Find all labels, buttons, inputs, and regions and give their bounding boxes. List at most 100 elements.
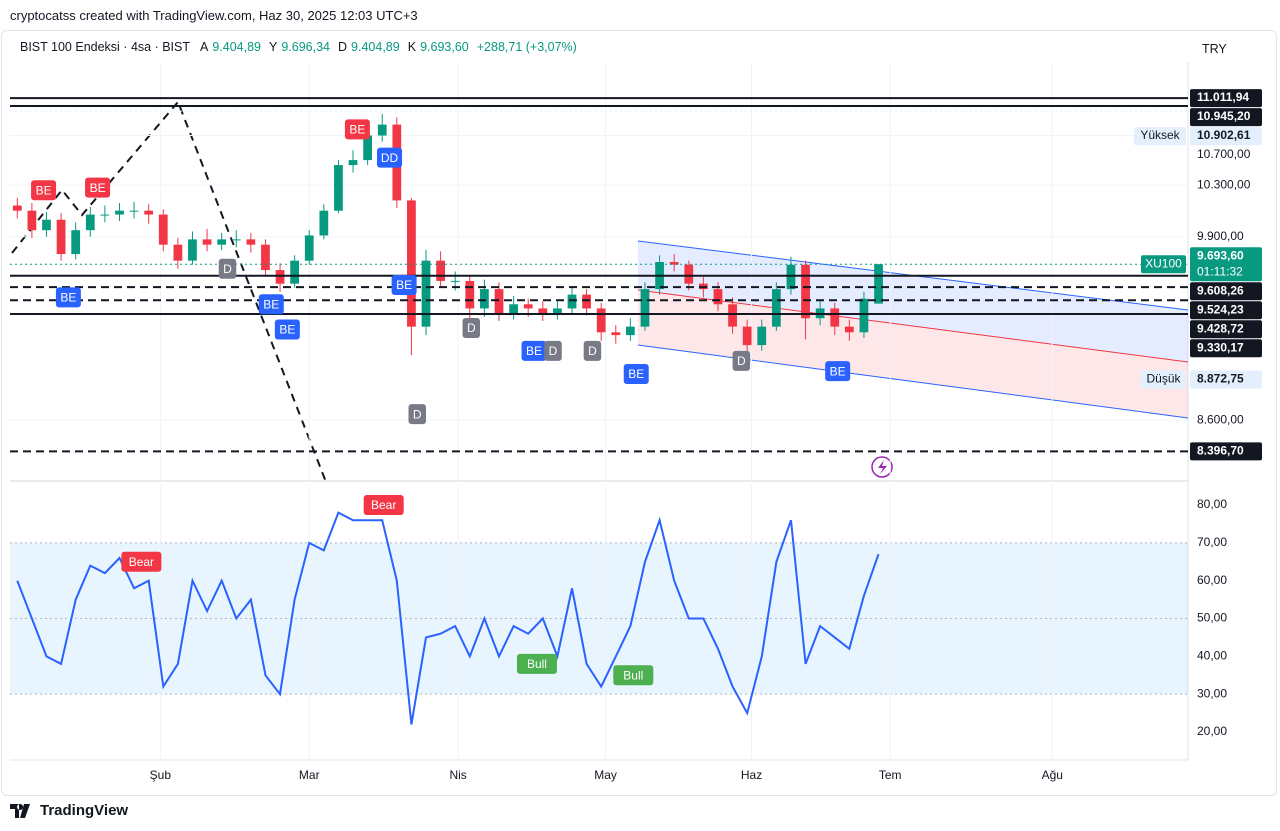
annotation-box bbox=[218, 258, 237, 279]
ohlc-value: 9.693,60 bbox=[420, 40, 469, 54]
channel-mid bbox=[637, 289, 1189, 363]
candle-body bbox=[859, 298, 869, 333]
candle-body bbox=[275, 270, 285, 284]
candle-body bbox=[158, 214, 168, 245]
annotation-box bbox=[274, 319, 300, 340]
price-tag-box bbox=[1141, 370, 1186, 389]
annotation-box bbox=[623, 364, 649, 385]
price-tag-box bbox=[1134, 127, 1186, 146]
logo-shape bbox=[10, 803, 30, 818]
ohlc-key: K bbox=[407, 40, 417, 54]
annotation-box bbox=[31, 180, 57, 201]
zigzag bbox=[11, 100, 327, 483]
candle-body bbox=[523, 304, 533, 309]
y-tick-label: 80,00 bbox=[1197, 497, 1227, 511]
event-bolt bbox=[878, 460, 887, 474]
y-tick-label: 20,00 bbox=[1197, 724, 1227, 738]
channel-upper bbox=[638, 241, 1188, 362]
candle-body bbox=[553, 308, 562, 315]
annotation-box bbox=[613, 665, 654, 686]
candle-body bbox=[188, 239, 197, 261]
annotation-text: BE bbox=[396, 278, 412, 292]
candle-body bbox=[202, 239, 212, 245]
candle-body bbox=[567, 294, 577, 309]
symbol: BIST 100 Endeksi · 4sa · BIST bbox=[20, 40, 190, 54]
annotation-box bbox=[544, 340, 562, 361]
candle-body bbox=[85, 214, 95, 231]
y-tick-label: 30,00 bbox=[1197, 686, 1227, 700]
annotation-text: Bull bbox=[527, 657, 547, 671]
candle-body bbox=[290, 260, 300, 284]
candle-body bbox=[874, 264, 883, 304]
annotation-box bbox=[363, 495, 404, 516]
ohlc-key: D bbox=[338, 40, 348, 54]
ohlc-value: 9.696,34 bbox=[281, 40, 331, 54]
y-tick-label: 50,00 bbox=[1197, 611, 1227, 625]
price-tag-box bbox=[1141, 255, 1186, 274]
annotation-text: Bull bbox=[623, 668, 643, 682]
annotation-text: Bear bbox=[371, 498, 396, 512]
price-label-box bbox=[1190, 108, 1262, 127]
annotation-text: D bbox=[467, 321, 476, 335]
annotation-text: D bbox=[413, 407, 422, 421]
candle-body bbox=[421, 260, 431, 327]
annotation-box bbox=[825, 361, 851, 382]
candle-body bbox=[582, 294, 591, 309]
candle-body bbox=[684, 264, 694, 284]
x-tick-label: Mar bbox=[299, 768, 320, 782]
candle-body bbox=[669, 262, 679, 265]
price-label-box bbox=[1190, 320, 1262, 339]
annotation-text: D bbox=[737, 354, 746, 368]
annotation-text: BE bbox=[60, 291, 76, 305]
price-label: 9.428,72 bbox=[1197, 321, 1244, 335]
candle-body bbox=[640, 289, 650, 327]
annotation-text: D bbox=[549, 344, 558, 358]
price-tag: Düşük bbox=[1146, 372, 1181, 386]
price-label-box bbox=[1190, 339, 1262, 358]
price-label-box bbox=[1190, 370, 1262, 389]
candle-body bbox=[12, 205, 22, 211]
footer: TradingView bbox=[10, 802, 128, 819]
y-tick-label: 10.300,00 bbox=[1197, 177, 1251, 191]
candle-body bbox=[757, 326, 767, 346]
x-tick-label: Şub bbox=[150, 768, 172, 782]
annotation-box bbox=[732, 350, 751, 371]
price-label: 9.524,23 bbox=[1197, 302, 1244, 316]
price-label: 10.902,61 bbox=[1197, 128, 1251, 142]
y-tick-label: 10.700,00 bbox=[1197, 147, 1251, 161]
candle-body bbox=[611, 332, 621, 336]
candle-body bbox=[334, 165, 343, 211]
candle-body bbox=[56, 219, 66, 254]
price-label-box bbox=[1190, 89, 1262, 108]
annotation-box bbox=[521, 340, 547, 361]
candle-body bbox=[100, 214, 110, 216]
candle-body bbox=[436, 260, 445, 281]
annotation-text: D bbox=[588, 344, 597, 358]
candle-body bbox=[786, 264, 796, 290]
candle-body bbox=[144, 210, 154, 215]
y-tick-label: 60,00 bbox=[1197, 573, 1227, 587]
candle-body bbox=[115, 210, 124, 215]
candle-body bbox=[713, 289, 723, 305]
change: +288,71 (+3,07%) bbox=[476, 40, 577, 54]
candle-body bbox=[319, 210, 329, 236]
x-tick-label: Tem bbox=[879, 768, 902, 782]
candle-body bbox=[465, 280, 475, 309]
price-label: 11.011,94 bbox=[1197, 90, 1249, 104]
y-tick-label: 40,00 bbox=[1197, 649, 1227, 663]
annotation-text: BE bbox=[830, 364, 846, 378]
currency: TRY bbox=[1202, 42, 1227, 56]
annotation-text: D bbox=[223, 262, 232, 276]
annotation-text: BE bbox=[36, 183, 52, 197]
candle-body bbox=[231, 239, 241, 241]
candle-body bbox=[304, 235, 314, 261]
brand-logo bbox=[10, 803, 30, 818]
candle-body bbox=[626, 326, 635, 336]
annotation-box bbox=[516, 653, 557, 674]
annotation-box bbox=[258, 294, 284, 315]
annotation-text: BE bbox=[628, 367, 644, 381]
candle-body bbox=[42, 219, 51, 231]
price-tag: XU100 bbox=[1145, 256, 1182, 270]
